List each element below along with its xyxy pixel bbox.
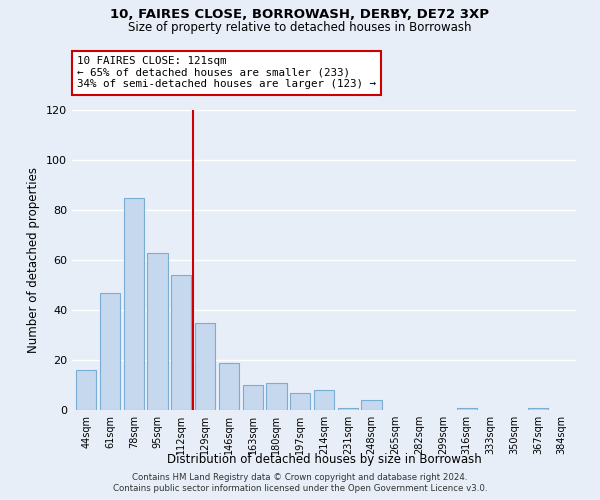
Bar	[457, 408, 477, 410]
Bar	[242, 385, 263, 410]
Text: Distribution of detached houses by size in Borrowash: Distribution of detached houses by size …	[167, 452, 481, 466]
Bar	[314, 390, 334, 410]
Bar	[266, 382, 287, 410]
Bar	[124, 198, 144, 410]
Bar	[148, 252, 167, 410]
Bar	[361, 400, 382, 410]
Text: Size of property relative to detached houses in Borrowash: Size of property relative to detached ho…	[128, 21, 472, 34]
Bar	[219, 362, 239, 410]
Bar	[290, 392, 310, 410]
Bar	[528, 408, 548, 410]
Text: 10 FAIRES CLOSE: 121sqm
← 65% of detached houses are smaller (233)
34% of semi-d: 10 FAIRES CLOSE: 121sqm ← 65% of detache…	[77, 56, 376, 89]
Text: Contains public sector information licensed under the Open Government Licence v3: Contains public sector information licen…	[113, 484, 487, 493]
Y-axis label: Number of detached properties: Number of detached properties	[28, 167, 40, 353]
Text: Contains HM Land Registry data © Crown copyright and database right 2024.: Contains HM Land Registry data © Crown c…	[132, 472, 468, 482]
Bar	[100, 292, 120, 410]
Text: 10, FAIRES CLOSE, BORROWASH, DERBY, DE72 3XP: 10, FAIRES CLOSE, BORROWASH, DERBY, DE72…	[110, 8, 490, 20]
Bar	[76, 370, 97, 410]
Bar	[338, 408, 358, 410]
Bar	[171, 275, 191, 410]
Bar	[195, 322, 215, 410]
